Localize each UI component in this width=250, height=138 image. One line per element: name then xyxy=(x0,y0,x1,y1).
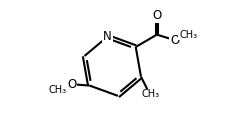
Text: CH₃: CH₃ xyxy=(179,30,198,40)
Text: O: O xyxy=(67,78,76,91)
Text: O: O xyxy=(170,34,179,47)
Text: CH₃: CH₃ xyxy=(142,89,160,99)
Text: N: N xyxy=(103,30,112,43)
Text: O: O xyxy=(152,9,162,22)
Text: CH₃: CH₃ xyxy=(48,85,66,95)
